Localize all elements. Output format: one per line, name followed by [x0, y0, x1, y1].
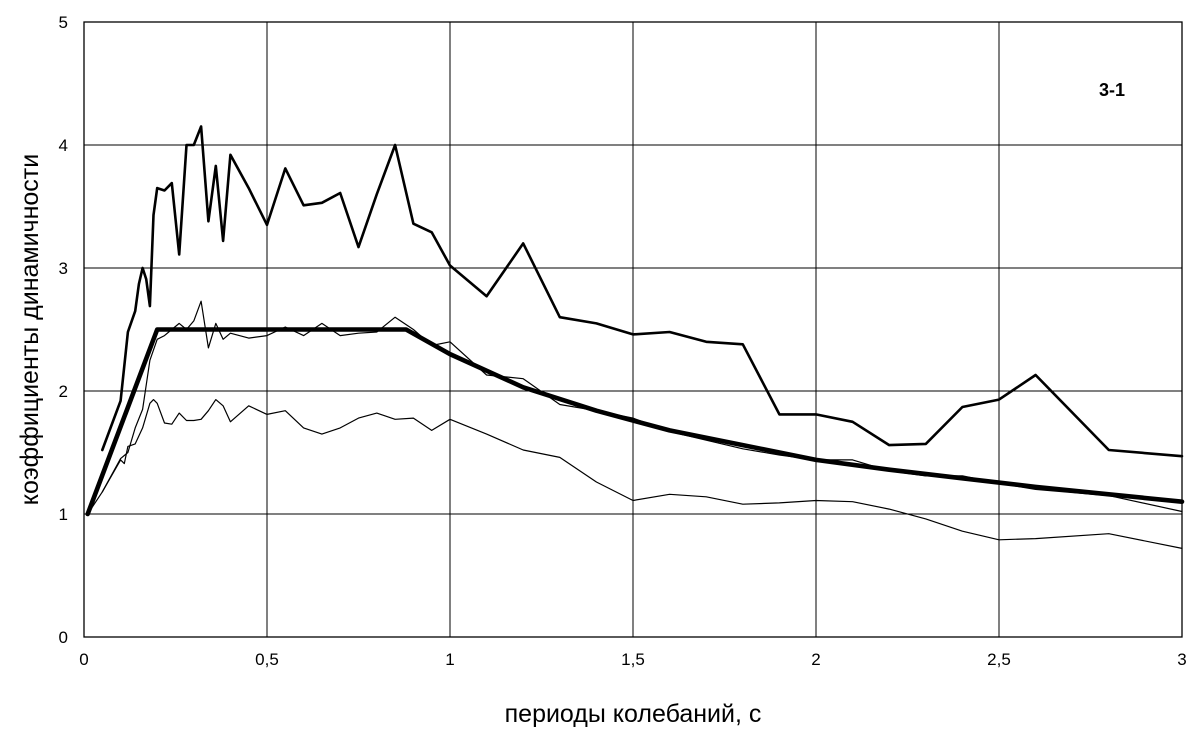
x-tick-label: 0,5 [255, 650, 279, 669]
x-tick-label: 1 [445, 650, 454, 669]
y-tick-label: 4 [59, 136, 68, 155]
x-tick-label: 3 [1177, 650, 1186, 669]
series-group [85, 125, 1185, 550]
y-tick-labels: 0 1 2 3 4 5 [59, 13, 68, 647]
series-line-design [85, 327, 1185, 517]
x-tick-label: 1,5 [621, 650, 645, 669]
y-tick-label: 5 [59, 13, 68, 32]
chart-annotation: 3-1 [1099, 80, 1125, 100]
y-axis-label: коэффициенты динамичности [16, 154, 44, 505]
y-tick-label: 0 [59, 628, 68, 647]
plot-frame [83, 21, 1183, 638]
y-tick-label: 2 [59, 382, 68, 401]
x-axis-label: периоды колебаний, с [505, 700, 762, 728]
y-tick-label: 3 [59, 259, 68, 278]
x-tick-labels: 0 0,5 1 1,5 2 2,5 3 [79, 650, 1186, 669]
x-tick-label: 2,5 [987, 650, 1011, 669]
series-line-upper [101, 125, 1184, 458]
x-tick-label: 0 [79, 650, 88, 669]
series-line-lower [101, 399, 1183, 550]
y-tick-label: 1 [59, 505, 68, 524]
x-tick-label: 2 [811, 650, 820, 669]
